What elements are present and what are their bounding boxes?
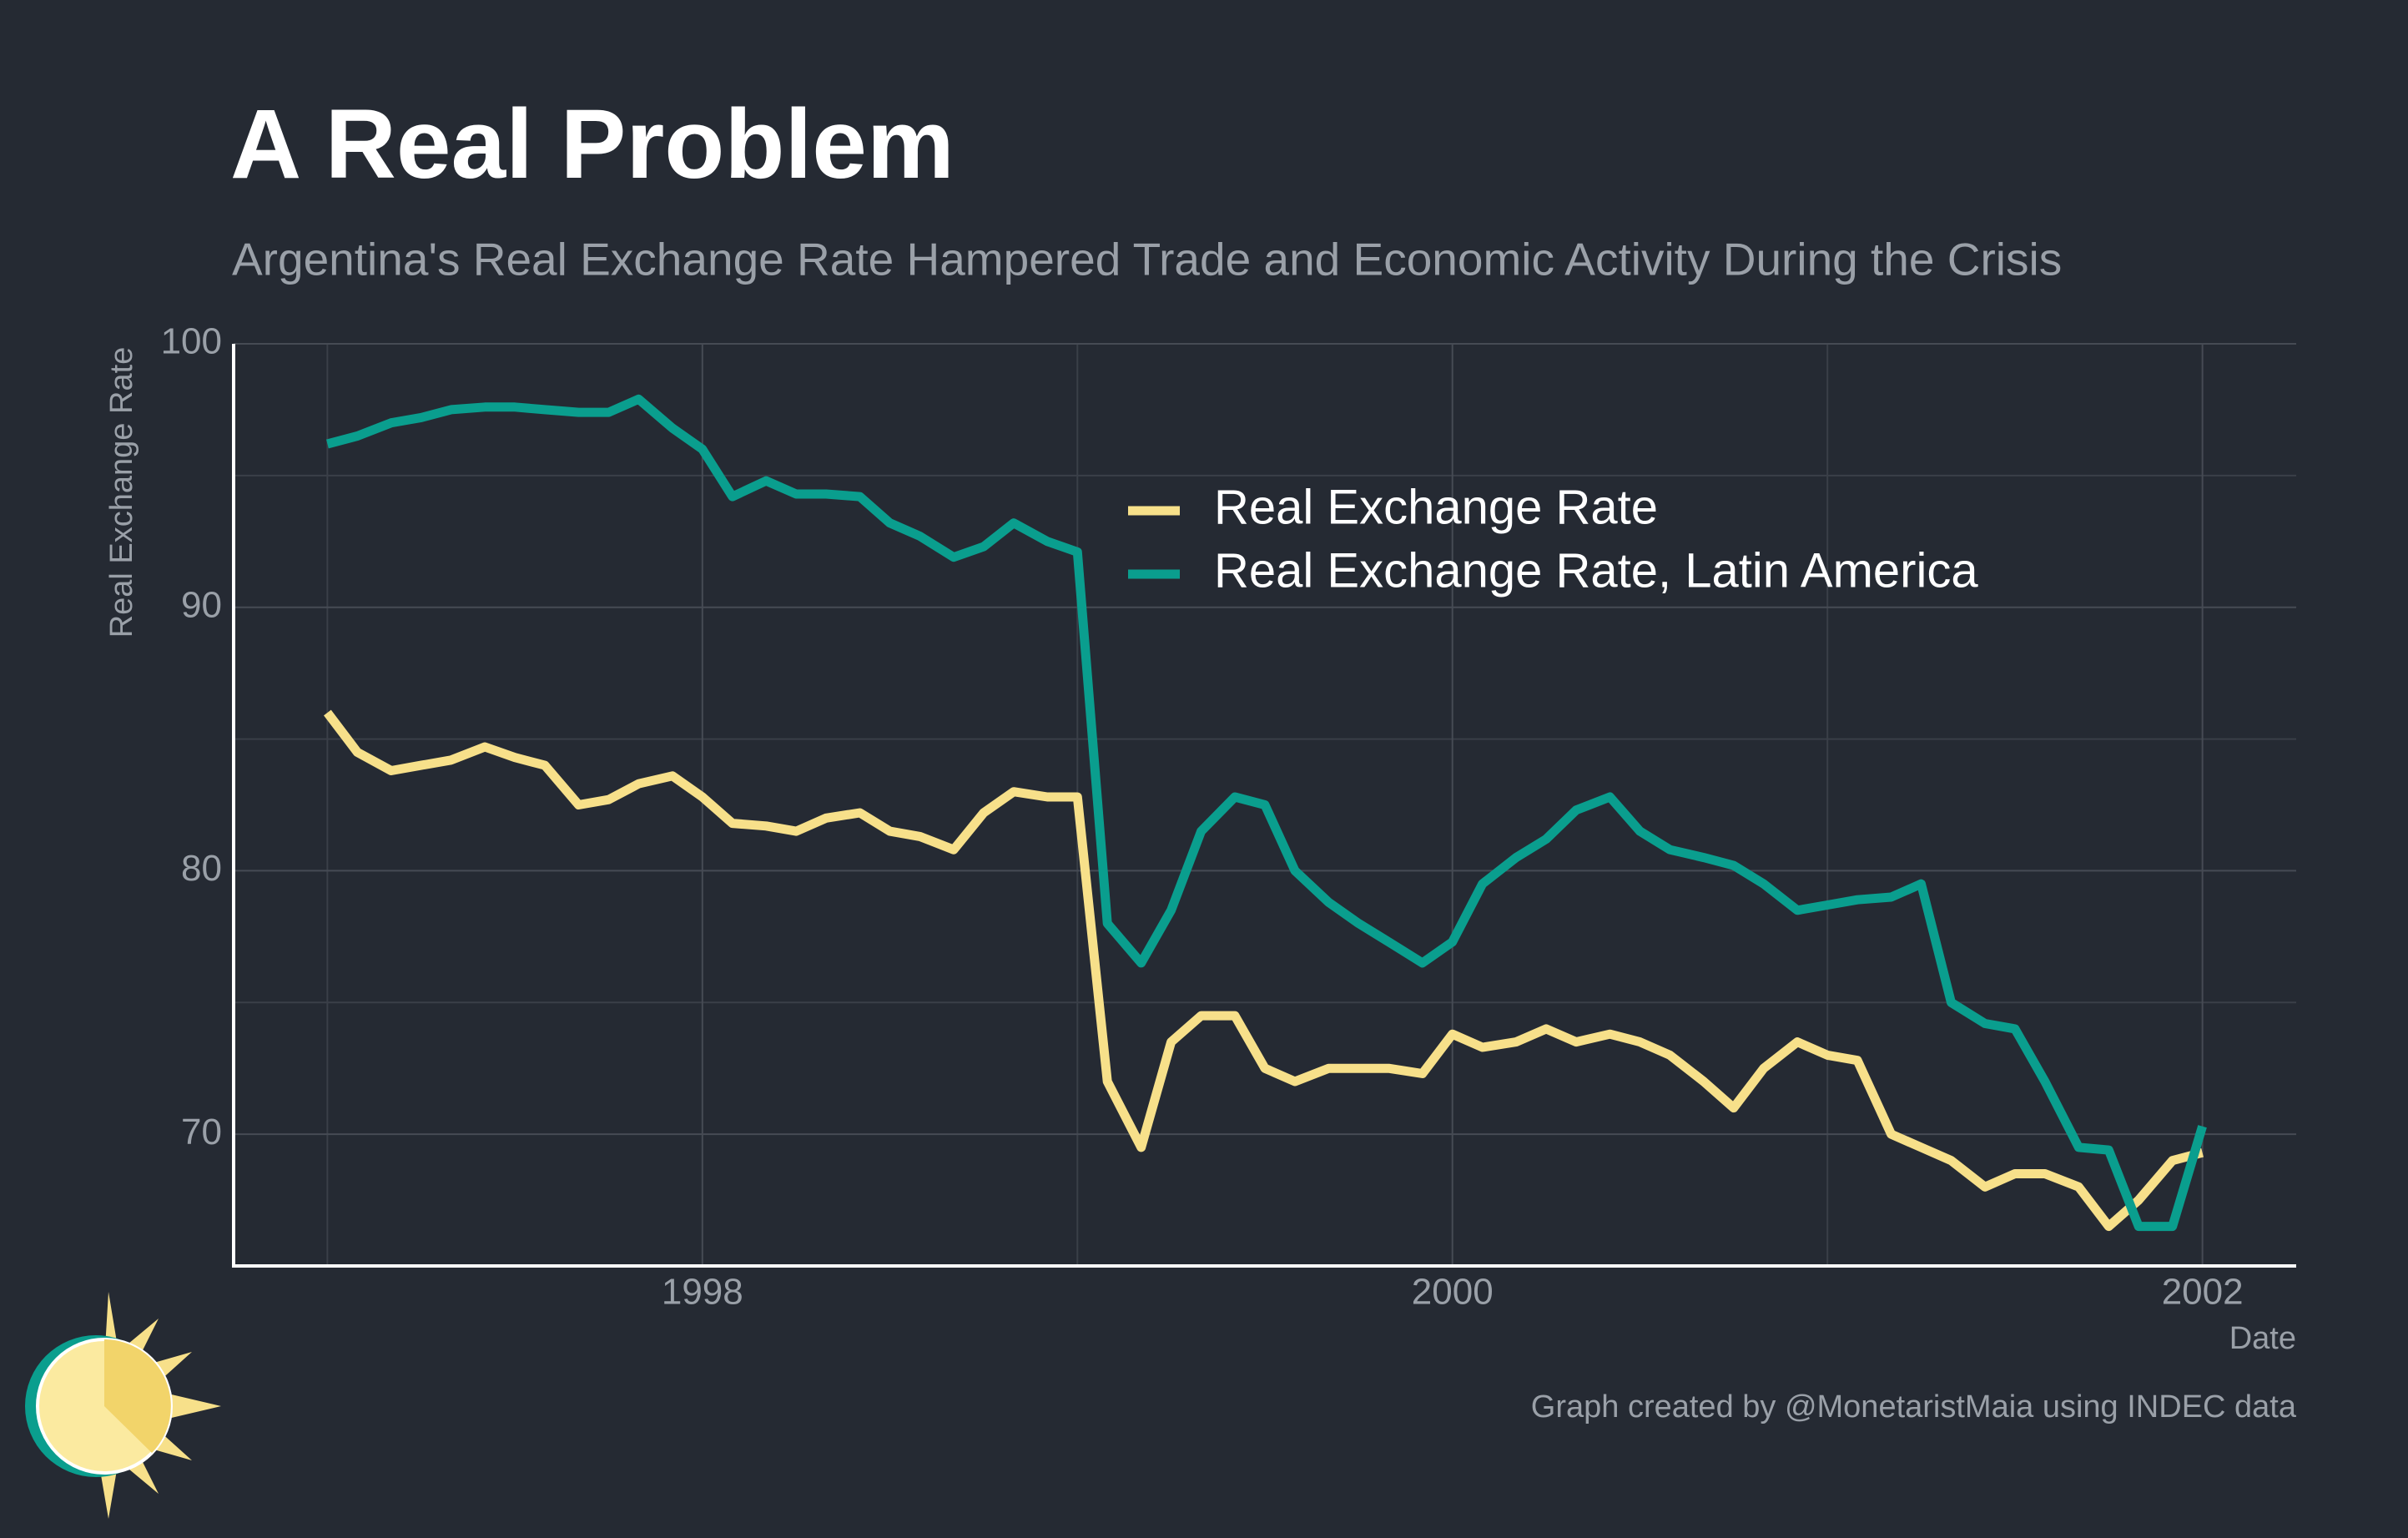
- line-series: [325, 394, 2207, 1232]
- caption: Graph created by @MonetaristMaia using I…: [1531, 1389, 2297, 1425]
- legend-label: Real Exchange Rate, Latin America: [1214, 543, 1978, 598]
- x-tick-label: 2002: [2162, 1272, 2244, 1313]
- y-tick-label: 100: [161, 321, 222, 362]
- y-tick-label: 70: [181, 1112, 222, 1152]
- logo: [25, 1292, 221, 1519]
- legend-label: Real Exchange Rate: [1214, 480, 1658, 534]
- logo-slice: [104, 1339, 171, 1453]
- x-tick-label: 1998: [662, 1272, 743, 1313]
- chart-subtitle: Argentina's Real Exchange Rate Hampered …: [232, 234, 2062, 285]
- plot-area: 70 80 90 100 1998 2000 2002 Real Exchange Rate R…: [161, 321, 2296, 1313]
- x-tick-label: 2000: [1412, 1272, 1494, 1313]
- y-tick-label: 80: [181, 848, 222, 889]
- x-axis-label: Date: [2229, 1321, 2296, 1356]
- y-axis-label: Real Exchange Rate: [104, 347, 139, 638]
- y-tick-label: 90: [181, 584, 222, 625]
- chart-title: A Real Problem: [230, 89, 955, 199]
- line-series: [324, 709, 2204, 1232]
